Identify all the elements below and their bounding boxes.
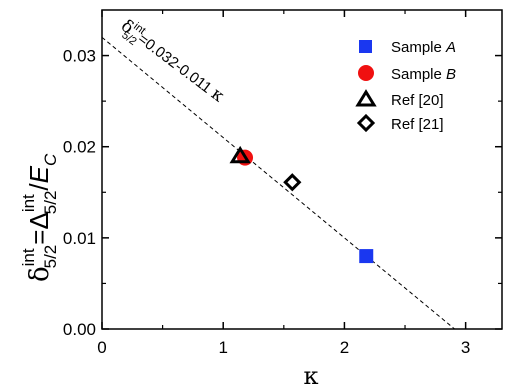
y-tick-label: 0.01 [63,229,96,248]
legend-marker-sample-a [359,40,372,53]
x-tick-label: 0 [97,338,106,357]
legend-marker-ref-20 [355,89,377,107]
x-tick-label: 2 [340,338,349,357]
y-label-Delta-sup: int [19,194,38,212]
y-label-equals: = [24,230,54,245]
plot-frame [101,9,503,330]
y-axis-label: δint 5/2=Δint 5/2/EC [19,153,60,282]
axis-tick-labels: 0 1 2 3 0.00 0.01 0.02 0.03 [63,47,470,357]
y-label-E: E [24,165,54,183]
y-label-delta-sub: 5/2 [41,245,60,269]
data-markers [229,145,374,264]
x-axis-label: κ [304,362,319,388]
legend-label-sample-b: Sample B [391,66,456,83]
x-tick-label: 3 [461,338,470,357]
y-tick-label: 0.03 [63,47,96,66]
legend: Sample A Sample B Ref [20] Ref [21] [355,39,456,133]
y-label-Delta-sub: 5/2 [41,191,60,215]
y-tick-label: 0.02 [63,138,96,157]
data-point-ref-21 [283,173,302,192]
y-label-delta: δ [25,266,55,282]
data-point-sample-a [359,249,374,264]
fit-line [102,36,456,329]
legend-label-sample-a: Sample A [391,39,456,56]
axis-ticks [101,10,502,330]
x-tick-label: 1 [218,338,227,357]
fit-label-sup: int [131,21,148,38]
y-label-slash: / [24,183,54,191]
y-label-Delta: Δ [24,212,54,229]
fit-label-rest: =0.032-0.011 [135,30,219,99]
y-label-E-sub: C [41,153,60,166]
y-label-delta-sup: int [19,248,38,266]
legend-marker-sample-b [358,65,374,81]
legend-label-ref-21: Ref [21] [391,116,444,133]
data-point-ref-20 [229,145,251,164]
legend-marker-ref-21 [356,113,376,133]
legend-label-ref-20: Ref [20] [391,92,444,109]
y-tick-label: 0.00 [63,320,96,339]
